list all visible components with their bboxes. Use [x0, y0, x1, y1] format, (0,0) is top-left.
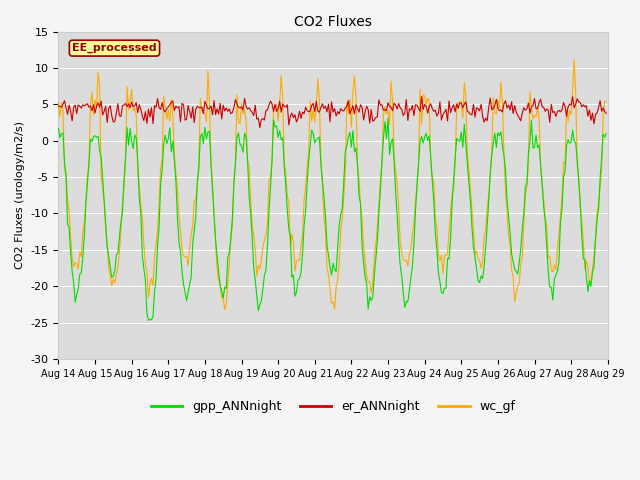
Legend: gpp_ANNnight, er_ANNnight, wc_gf: gpp_ANNnight, er_ANNnight, wc_gf — [145, 395, 520, 418]
Title: CO2 Fluxes: CO2 Fluxes — [294, 15, 372, 29]
Y-axis label: CO2 Fluxes (urology/m2/s): CO2 Fluxes (urology/m2/s) — [15, 121, 25, 269]
Text: EE_processed: EE_processed — [72, 43, 157, 53]
